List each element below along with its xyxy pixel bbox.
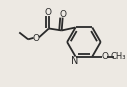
Text: O: O bbox=[101, 52, 108, 61]
Text: CH₃: CH₃ bbox=[110, 52, 126, 61]
Text: N: N bbox=[71, 56, 78, 66]
Text: O: O bbox=[59, 10, 66, 19]
Text: O: O bbox=[33, 34, 39, 43]
Text: O: O bbox=[44, 8, 51, 17]
